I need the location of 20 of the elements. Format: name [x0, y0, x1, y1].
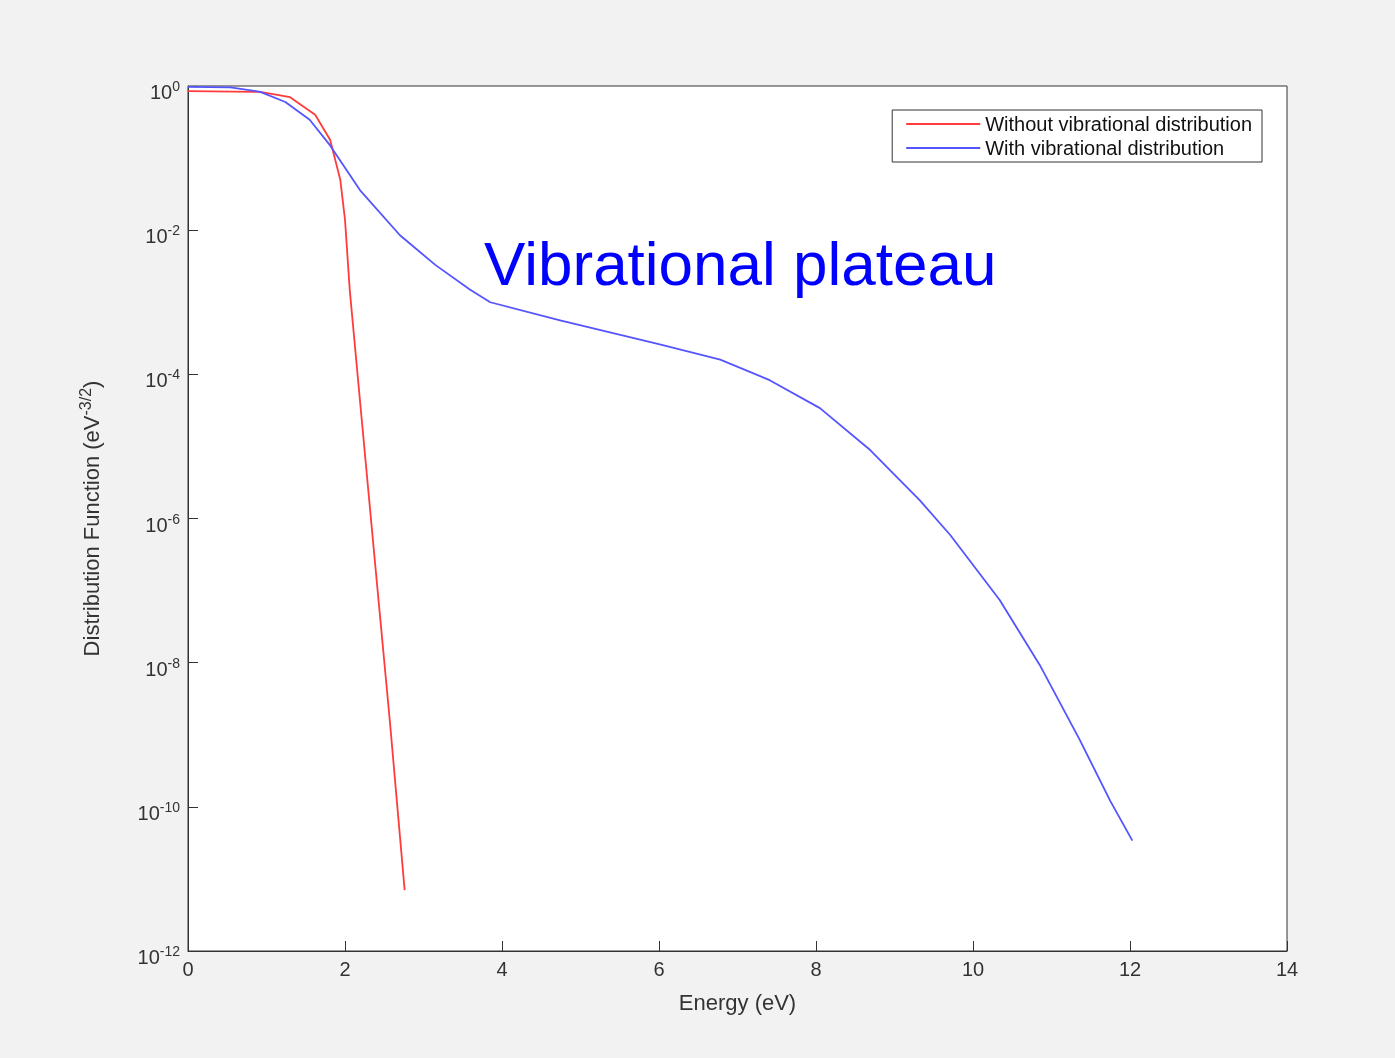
y-tick-label: 10$^{-4}$: [145, 365, 180, 392]
x-tick-label: 2: [339, 958, 351, 980]
legend-label: Without vibrational distribution: [985, 113, 1252, 135]
y-tick-label: 10$^{0}$: [149, 77, 180, 104]
x-tick-label: 12: [1118, 958, 1142, 980]
y-tick-label: 10$^{-10}$: [137, 797, 180, 825]
x-tick-label: 6: [653, 958, 665, 980]
x-tick-label: 0: [182, 958, 194, 980]
x-tick-label: 10: [961, 958, 985, 980]
x-tick-label: 4: [496, 958, 508, 980]
y-tick-label: 10$^{-6}$: [145, 509, 180, 537]
x-tick-label: 8: [810, 958, 822, 980]
y-tick-label: 10$^{-8}$: [145, 653, 180, 681]
y-tick-label: 10$^{-12}$: [137, 942, 180, 969]
y-axis-title: Distribution Function (eV-3/2): [76, 380, 104, 657]
x-axis-title: Energy (eV): [678, 989, 797, 1015]
legend-label: With vibrational distribution: [985, 137, 1225, 159]
annotation: Vibrational plateau: [484, 228, 997, 298]
x-tick-label: 14: [1275, 958, 1299, 980]
y-tick-label: 10$^{-2}$: [145, 221, 180, 248]
